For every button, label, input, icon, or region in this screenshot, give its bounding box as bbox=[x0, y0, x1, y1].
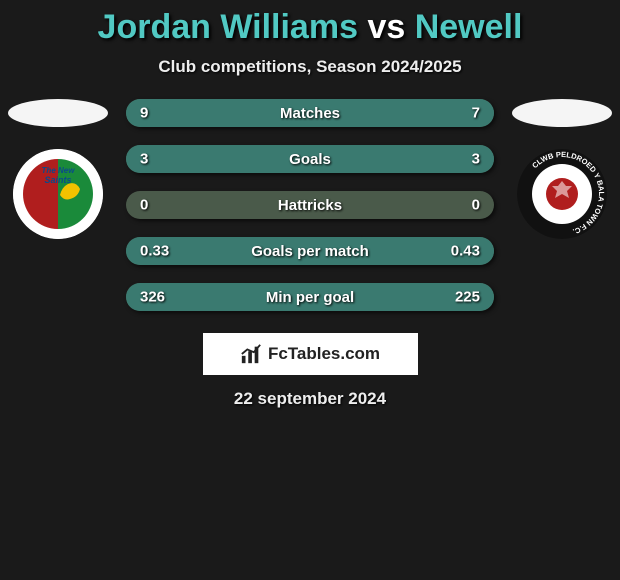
brand-text: FcTables.com bbox=[268, 344, 380, 364]
chart-icon bbox=[240, 343, 262, 365]
stat-row-goals-per-match: 0.33 Goals per match 0.43 bbox=[126, 237, 494, 265]
stat-left-value: 3 bbox=[140, 151, 148, 168]
player1-column: The New Saints bbox=[8, 99, 108, 239]
stat-left-value: 0.33 bbox=[140, 243, 169, 260]
stat-row-hattricks: 0 Hattricks 0 bbox=[126, 191, 494, 219]
player2-name: Newell bbox=[415, 8, 523, 46]
comparison-panel: The New Saints 9 Matches 7 3 Goals 3 bbox=[0, 99, 620, 311]
stat-right-value: 7 bbox=[472, 105, 480, 122]
stat-left-value: 9 bbox=[140, 105, 148, 122]
stat-row-matches: 9 Matches 7 bbox=[126, 99, 494, 127]
stat-label: Matches bbox=[280, 105, 340, 122]
stat-label: Goals per match bbox=[251, 243, 369, 260]
svg-text:Saints: Saints bbox=[44, 175, 71, 185]
bala-badge-icon: CLWB PELDROED Y BALA TOWN F.C. bbox=[517, 149, 607, 239]
svg-text:The New: The New bbox=[42, 166, 76, 175]
stat-label: Min per goal bbox=[266, 289, 354, 306]
stat-label: Hattricks bbox=[278, 197, 342, 214]
stat-right-value: 0.43 bbox=[451, 243, 480, 260]
player2-silhouette bbox=[512, 99, 612, 127]
stat-right-value: 0 bbox=[472, 197, 480, 214]
stats-list: 9 Matches 7 3 Goals 3 0 Hattricks 0 bbox=[126, 99, 494, 311]
player1-silhouette bbox=[8, 99, 108, 127]
stat-row-min-per-goal: 326 Min per goal 225 bbox=[126, 283, 494, 311]
brand-logo: FcTables.com bbox=[203, 333, 418, 375]
stat-right-value: 3 bbox=[472, 151, 480, 168]
stat-left-value: 326 bbox=[140, 289, 165, 306]
page-title: Jordan Williams vs Newell bbox=[0, 8, 620, 47]
stat-fill-right bbox=[332, 99, 494, 127]
player1-name: Jordan Williams bbox=[98, 8, 358, 46]
subtitle: Club competitions, Season 2024/2025 bbox=[0, 57, 620, 77]
generated-date: 22 september 2024 bbox=[0, 389, 620, 409]
stat-fill-left bbox=[126, 145, 310, 173]
player2-club-badge: CLWB PELDROED Y BALA TOWN F.C. bbox=[517, 149, 607, 239]
vs-separator: vs bbox=[367, 8, 405, 46]
stat-fill-right bbox=[310, 145, 494, 173]
player2-column: CLWB PELDROED Y BALA TOWN F.C. bbox=[512, 99, 612, 239]
saints-badge-icon: The New Saints bbox=[13, 149, 103, 239]
stat-right-value: 225 bbox=[455, 289, 480, 306]
stat-label: Goals bbox=[289, 151, 331, 168]
stat-row-goals: 3 Goals 3 bbox=[126, 145, 494, 173]
stat-left-value: 0 bbox=[140, 197, 148, 214]
player1-club-badge: The New Saints bbox=[13, 149, 103, 239]
